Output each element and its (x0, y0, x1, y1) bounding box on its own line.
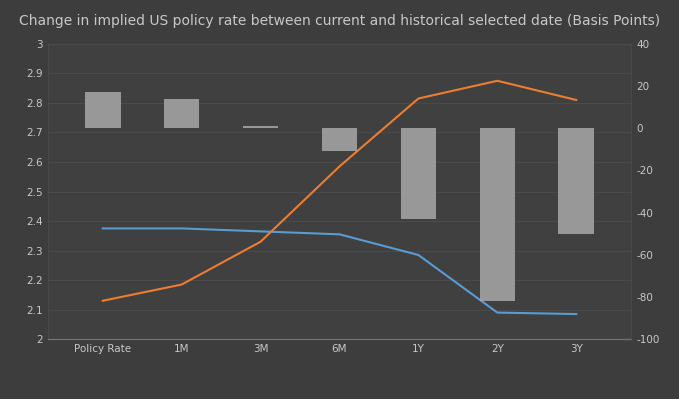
Bar (164, 99, 200, 128)
Bar (322, 128, 357, 152)
Bar (479, 128, 515, 301)
Bar (85, 93, 120, 128)
Bar (243, 126, 278, 128)
Bar (558, 128, 594, 234)
Bar (401, 128, 436, 219)
Text: Change in implied US policy rate between current and historical selected date (B: Change in implied US policy rate between… (19, 14, 660, 28)
